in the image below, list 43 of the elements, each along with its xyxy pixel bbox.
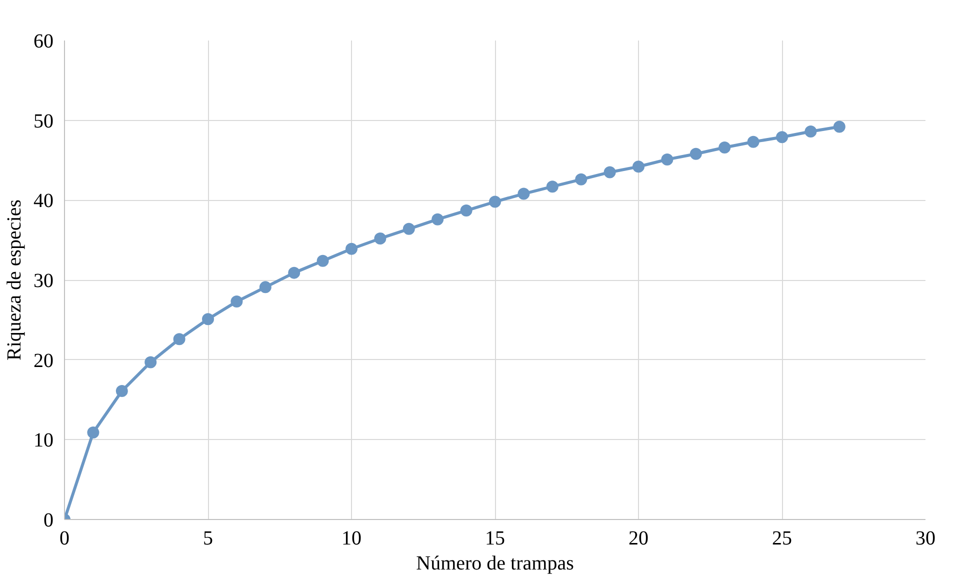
point bbox=[804, 126, 817, 138]
y-tick-label: 0 bbox=[44, 510, 54, 532]
point bbox=[575, 173, 588, 186]
y-axis-title: Riqueza de especies bbox=[4, 199, 26, 361]
x-tick-label: 5 bbox=[203, 528, 213, 550]
point bbox=[402, 222, 415, 235]
point bbox=[202, 313, 214, 326]
y-tick-label: 20 bbox=[34, 350, 54, 372]
point bbox=[316, 254, 329, 267]
point bbox=[230, 296, 243, 308]
x-tick-label: 15 bbox=[485, 528, 505, 550]
point bbox=[144, 356, 157, 368]
point bbox=[661, 153, 674, 166]
point bbox=[489, 196, 501, 208]
x-tick-label: 30 bbox=[916, 528, 936, 550]
point bbox=[604, 166, 616, 178]
y-tick-label: 60 bbox=[34, 30, 54, 52]
point bbox=[87, 426, 100, 438]
x-tick-label: 25 bbox=[772, 528, 792, 550]
x-tick-label: 20 bbox=[628, 528, 648, 550]
y-tick-label: 30 bbox=[34, 270, 54, 292]
y-tick-label: 10 bbox=[34, 430, 54, 452]
point bbox=[632, 160, 644, 173]
point bbox=[718, 141, 731, 154]
point bbox=[374, 232, 386, 244]
point bbox=[518, 188, 530, 200]
point bbox=[259, 281, 272, 294]
point bbox=[460, 204, 472, 217]
point bbox=[776, 131, 788, 144]
point bbox=[116, 384, 128, 397]
point bbox=[173, 333, 186, 346]
x-tick-label: 0 bbox=[60, 528, 70, 550]
point bbox=[288, 266, 300, 279]
x-tick-label: 10 bbox=[342, 528, 362, 550]
point bbox=[747, 136, 760, 148]
y-tick-label: 40 bbox=[34, 190, 54, 212]
point bbox=[432, 213, 444, 226]
point bbox=[690, 148, 702, 160]
point bbox=[346, 242, 358, 255]
y-tick-label: 50 bbox=[34, 110, 54, 132]
x-axis-title: Número de trampas bbox=[416, 552, 574, 574]
point bbox=[833, 120, 846, 133]
point bbox=[546, 180, 558, 193]
